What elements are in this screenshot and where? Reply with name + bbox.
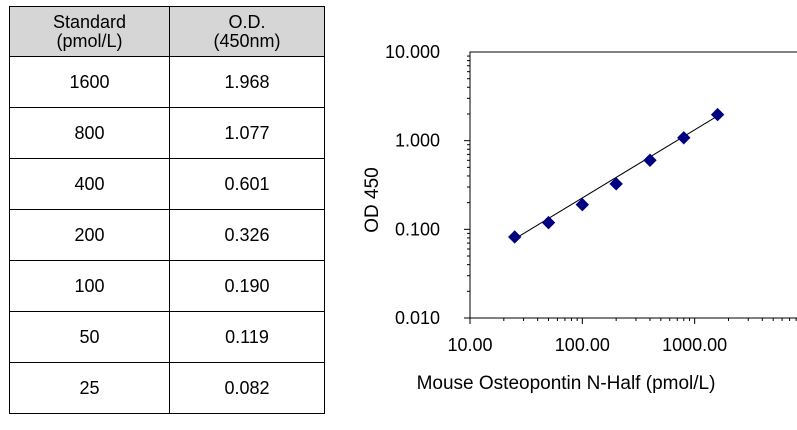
y-axis-label: OD 450 [362, 167, 383, 232]
y-tick-label: 0.010 [395, 308, 440, 328]
data-point [575, 197, 590, 212]
data-point [710, 107, 725, 122]
header-od-line1: O.D. [228, 11, 266, 32]
standard-cell: 800 [9, 107, 170, 159]
x-tick-label: 1000.00 [662, 335, 727, 355]
data-point [643, 153, 657, 167]
standard-table: Standard (pmol/L) O.D. (450nm) 1600 1.96… [9, 6, 325, 414]
header-od-line2: (450nm) [213, 30, 281, 51]
header-standard-line2: (pmol/L) [56, 30, 123, 51]
plot-frame [469, 51, 797, 319]
x-tick-labels: 10.00 100.00 1000.00 [447, 335, 727, 355]
table-row: 100 0.190 [9, 260, 325, 312]
data-point [609, 177, 623, 191]
table-row: 200 0.326 [9, 209, 325, 261]
od-cell: 0.119 [169, 311, 325, 363]
table-row: 1600 1.968 [9, 56, 325, 108]
standard-cell: 25 [9, 362, 170, 414]
header-standard: Standard (pmol/L) [9, 6, 170, 57]
data-point [677, 131, 691, 145]
od-cell: 0.190 [169, 260, 325, 312]
standard-cell: 50 [9, 311, 170, 363]
table-row: 50 0.119 [9, 311, 325, 363]
od-cell: 1.968 [169, 56, 325, 108]
standard-curve-chart: 10.000 1.000 0.100 0.010 10.00 100.00 1000.00… [362, 42, 797, 394]
standard-cell: 400 [9, 158, 170, 210]
data-points [507, 107, 725, 244]
table-row: 25 0.082 [9, 362, 325, 414]
x-tick-label: 100.00 [555, 335, 610, 355]
standard-cell: 1600 [9, 56, 170, 108]
y-tick-label: 10.000 [385, 42, 440, 62]
y-tick-label: 1.000 [395, 131, 440, 151]
table-row: 800 1.077 [9, 107, 325, 159]
axis-ticks [464, 55, 797, 324]
data-point [541, 215, 556, 230]
od-cell: 0.326 [169, 209, 325, 261]
standard-cell: 200 [9, 209, 170, 261]
table-row: 400 0.601 [9, 158, 325, 210]
y-tick-label: 0.100 [395, 219, 440, 239]
od-cell: 1.077 [169, 107, 325, 159]
header-od: O.D. (450nm) [169, 6, 325, 57]
y-tick-labels: 10.000 1.000 0.100 0.010 [385, 42, 440, 328]
od-cell: 0.601 [169, 158, 325, 210]
table-header-row: Standard (pmol/L) O.D. (450nm) [9, 6, 325, 57]
standard-cell: 100 [9, 260, 170, 312]
x-tick-label: 10.00 [447, 335, 492, 355]
x-axis-label: Mouse Osteopontin N-Half (pmol/L) [417, 373, 716, 394]
header-standard-line1: Standard [52, 11, 127, 32]
data-point [507, 230, 522, 244]
od-cell: 0.082 [169, 362, 325, 414]
plot-area [469, 51, 797, 319]
